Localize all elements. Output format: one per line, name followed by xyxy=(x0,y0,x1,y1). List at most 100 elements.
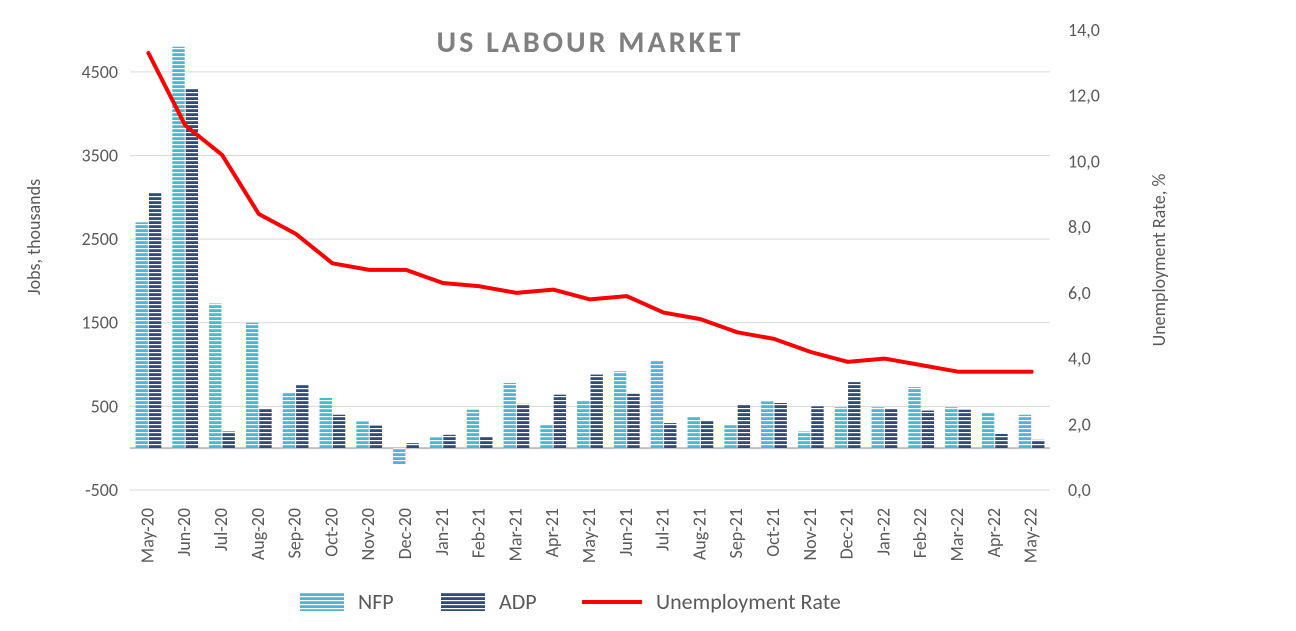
bar-ADP xyxy=(259,408,271,448)
y-left-tick: 2500 xyxy=(82,228,119,250)
y-right-tick: 6,0 xyxy=(1068,282,1091,304)
x-tick-label: Jun-21 xyxy=(615,508,637,556)
y-left-label: Jobs, thousands xyxy=(23,179,45,295)
y-left-tick: -500 xyxy=(85,479,118,501)
y-left-tick: 500 xyxy=(91,395,118,417)
y-left-tick: 4500 xyxy=(82,61,119,83)
bar-ADP xyxy=(370,426,382,449)
bar-ADP xyxy=(1032,440,1044,448)
y-right-tick: 14,0 xyxy=(1068,19,1100,41)
bar-ADP xyxy=(885,409,897,448)
bar-NFP xyxy=(945,407,957,448)
bar-ADP xyxy=(333,415,345,448)
bar-ADP xyxy=(701,421,713,449)
x-tick-label: Feb-21 xyxy=(468,508,490,558)
bar-NFP xyxy=(577,401,589,449)
bar-NFP xyxy=(724,424,736,448)
chart-title: US LABOUR MARKET xyxy=(437,24,744,61)
chart-container: US LABOUR MARKET -500 500 1500 2500 3500 4500 0… xyxy=(0,0,1296,631)
legend-swatch-NFP xyxy=(300,593,344,611)
bar-NFP xyxy=(761,401,773,448)
x-tick-label: Feb-22 xyxy=(909,508,931,558)
bar-ADP xyxy=(591,375,603,449)
bar-ADP xyxy=(848,382,860,448)
bar-ADP xyxy=(296,385,308,449)
bar-NFP xyxy=(688,416,700,448)
x-tick-label: Sep-20 xyxy=(284,508,306,558)
x-tick-label: Jul-20 xyxy=(210,508,232,551)
bar-NFP xyxy=(835,407,847,448)
bar-ADP xyxy=(443,435,455,448)
bar-NFP xyxy=(430,437,442,448)
bar-NFP xyxy=(908,387,920,448)
y-right-tick: 4,0 xyxy=(1068,348,1091,370)
x-tick-label: Sep-21 xyxy=(725,508,747,558)
bar-NFP xyxy=(356,421,368,448)
x-tick-label: Dec-21 xyxy=(836,508,858,559)
bar-ADP xyxy=(407,443,419,448)
x-tick-label: Apr-22 xyxy=(983,508,1005,557)
x-tick-label: Nov-21 xyxy=(799,508,821,561)
y-right-tick: 8,0 xyxy=(1068,216,1091,238)
bar-ADP xyxy=(738,405,750,448)
combo-chart: US LABOUR MARKET -500 500 1500 2500 3500 4500 0… xyxy=(0,0,1296,631)
y-right-label: Unemployment Rate, % xyxy=(1148,174,1170,347)
x-tick-label: May-21 xyxy=(578,508,600,563)
bar-ADP xyxy=(186,89,198,449)
y-right-tick: 0,0 xyxy=(1068,479,1091,501)
x-tick-label: Jul-21 xyxy=(652,508,674,551)
y-left-tick: 3500 xyxy=(82,144,119,166)
bar-NFP xyxy=(798,431,810,448)
bar-NFP xyxy=(393,448,405,465)
bar-ADP xyxy=(664,423,676,448)
bar-NFP xyxy=(614,371,626,448)
x-tick-label: Oct-20 xyxy=(320,508,342,557)
y-right-tick: 2,0 xyxy=(1068,413,1091,435)
bar-NFP xyxy=(504,383,516,448)
legend-label-NFP: NFP xyxy=(358,588,394,615)
x-tick-label: Jan-22 xyxy=(872,508,894,556)
legend: NFP ADP Unemployment Rate xyxy=(300,588,841,615)
bar-ADP xyxy=(149,192,161,448)
x-tick-label: May-22 xyxy=(1020,508,1042,563)
x-tick-label: Dec-20 xyxy=(394,508,416,559)
legend-swatch-ADP xyxy=(441,593,485,611)
bar-NFP xyxy=(1019,415,1031,448)
bar-NFP xyxy=(209,303,221,448)
line-unemployment xyxy=(148,53,1031,372)
bar-ADP xyxy=(554,395,566,449)
bars-group xyxy=(136,47,1045,465)
bar-ADP xyxy=(627,394,639,448)
bar-NFP xyxy=(320,398,332,448)
bar-NFP xyxy=(467,410,479,448)
bar-NFP xyxy=(982,412,994,448)
legend-label-UnemploymentRate: Unemployment Rate xyxy=(656,588,841,615)
bar-ADP xyxy=(775,403,787,448)
y-left-tick: 1500 xyxy=(82,312,119,334)
legend-label-ADP: ADP xyxy=(499,588,537,615)
bar-ADP xyxy=(811,406,823,448)
bar-NFP xyxy=(651,360,663,448)
y-right-tick: 12,0 xyxy=(1068,85,1100,107)
x-tick-label: May-20 xyxy=(136,508,158,563)
x-tick-label: Jun-20 xyxy=(173,508,195,556)
bar-ADP xyxy=(959,410,971,448)
bar-NFP xyxy=(136,222,148,448)
bar-ADP xyxy=(223,431,235,448)
bar-NFP xyxy=(246,323,258,448)
x-tick-label: Apr-21 xyxy=(541,508,563,557)
bar-ADP xyxy=(517,404,529,448)
x-tick-label: Aug-20 xyxy=(247,508,269,560)
x-tick-label: Oct-21 xyxy=(762,508,784,557)
bar-ADP xyxy=(480,436,492,448)
x-tick-label: Jan-21 xyxy=(431,508,453,556)
x-tick-label: Aug-21 xyxy=(688,508,710,560)
x-tick-label: Nov-20 xyxy=(357,508,379,561)
bar-NFP xyxy=(540,425,552,448)
bar-ADP xyxy=(995,434,1007,448)
bar-NFP xyxy=(872,407,884,448)
bar-NFP xyxy=(283,392,295,448)
x-tick-label: Mar-22 xyxy=(946,508,968,562)
y-right-tick: 10,0 xyxy=(1068,150,1100,172)
x-tick-label: Mar-21 xyxy=(504,508,526,562)
